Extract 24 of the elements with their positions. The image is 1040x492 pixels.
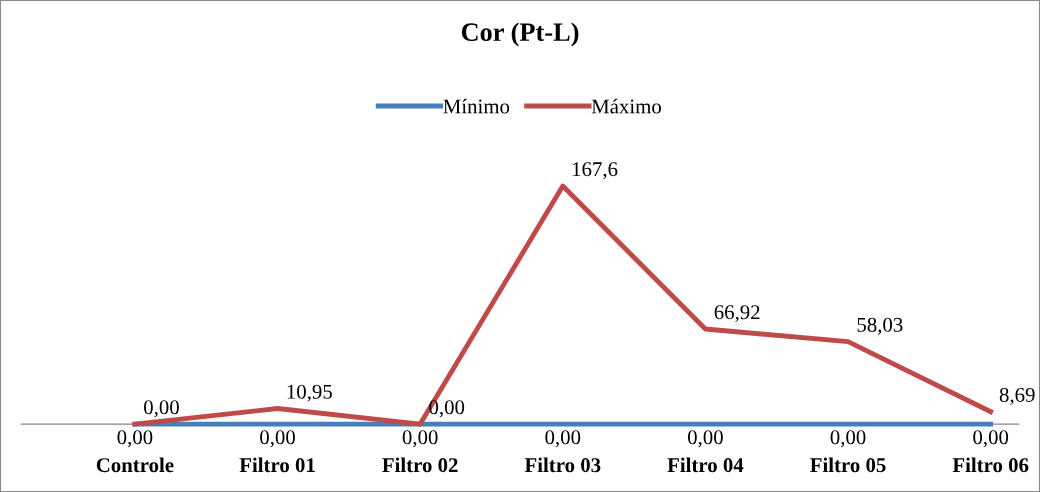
- x-tick-label: Filtro 01: [239, 457, 315, 473]
- x-tick-label: Filtro 04: [667, 457, 744, 473]
- data-label: 0,00: [260, 430, 295, 448]
- legend-label: Mínimo: [443, 98, 510, 114]
- data-label: 0,00: [973, 430, 1009, 448]
- data-label: 8,69: [999, 387, 1035, 405]
- x-tick-label: Filtro 06: [952, 457, 1029, 473]
- data-label: 0,00: [117, 430, 153, 448]
- data-label: 10,95: [287, 384, 332, 402]
- x-tick-label: Filtro 02: [382, 457, 458, 473]
- data-label: 0,00: [144, 400, 179, 418]
- data-label: 167,6: [572, 162, 618, 180]
- data-label: 58,03: [857, 317, 903, 335]
- data-label: 0,00: [545, 430, 581, 448]
- data-label: 0,00: [687, 430, 723, 448]
- x-tick-label: Filtro 05: [810, 457, 886, 473]
- chart-title: Cor (Pt-L): [461, 22, 579, 47]
- x-tick-label: Controle: [96, 457, 174, 473]
- data-label: 66,92: [714, 305, 760, 323]
- data-label: 0,00: [830, 430, 866, 448]
- legend-label: Máximo: [591, 98, 661, 114]
- data-label: 0,00: [429, 400, 465, 418]
- data-label: 0,00: [402, 430, 438, 448]
- x-tick-label: Filtro 03: [524, 457, 601, 473]
